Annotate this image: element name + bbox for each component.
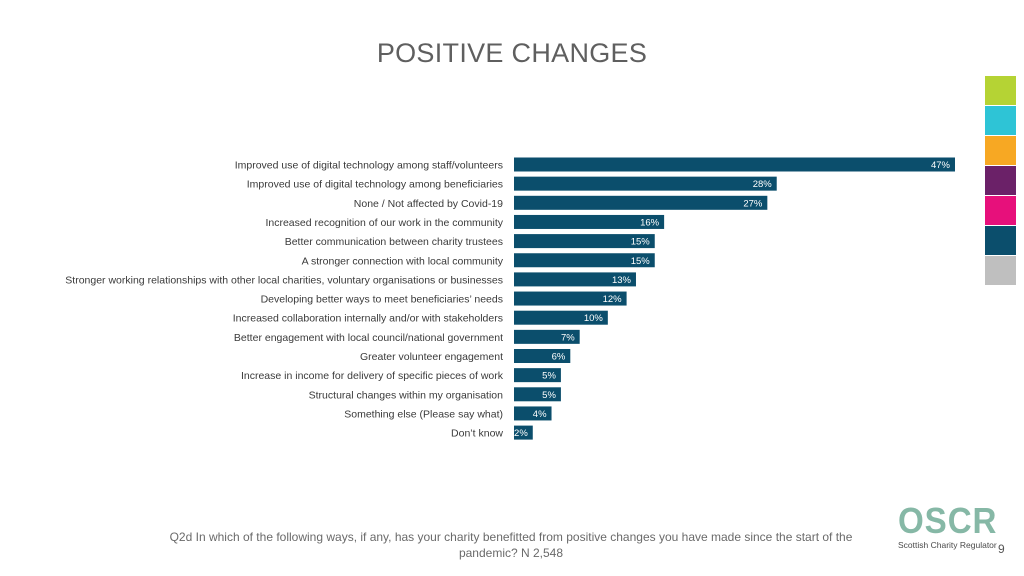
logo-mark: OSCR — [898, 500, 998, 541]
bar — [514, 291, 627, 306]
color-swatch — [985, 106, 1016, 135]
category-label: Stronger working relationships with othe… — [65, 274, 503, 286]
category-label: Something else (Please say what) — [344, 408, 503, 420]
color-swatch — [985, 256, 1016, 285]
category-label: Don’t know — [451, 428, 503, 440]
data-label: 15% — [631, 237, 651, 248]
category-label: Increase in income for delivery of speci… — [241, 370, 504, 382]
bar — [514, 176, 777, 191]
bar — [514, 406, 552, 421]
bar — [514, 234, 655, 249]
category-label: Structural changes within my organisatio… — [309, 389, 504, 401]
color-swatch-strip — [985, 76, 1016, 286]
category-label: Increased recognition of our work in the… — [265, 217, 503, 229]
category-label: Improved use of digital technology among… — [247, 179, 503, 191]
bar — [514, 387, 561, 402]
color-swatch — [985, 76, 1016, 105]
color-swatch — [985, 226, 1016, 255]
data-label: 15% — [631, 256, 651, 267]
page-title: POSITIVE CHANGES — [376, 38, 648, 68]
data-label: 13% — [612, 275, 632, 286]
color-swatch — [985, 136, 1016, 165]
bar — [514, 349, 571, 363]
data-label: 2% — [514, 428, 528, 439]
bar — [514, 195, 768, 210]
page-number: 9 — [998, 542, 1005, 556]
question-footnote: Q2d In which of the following ways, if a… — [169, 530, 853, 560]
bar — [514, 368, 561, 383]
data-label: 6% — [552, 352, 566, 363]
data-label: 47% — [931, 160, 951, 171]
category-label: Greater volunteer engagement — [360, 351, 503, 363]
color-swatch — [985, 196, 1016, 225]
bar — [514, 214, 665, 229]
data-label: 27% — [743, 198, 763, 209]
data-label: 12% — [603, 294, 623, 305]
bar — [514, 329, 580, 344]
bar — [514, 272, 636, 287]
category-label: None / Not affected by Covid-19 — [354, 198, 503, 210]
data-label: 16% — [640, 217, 660, 228]
data-label: 28% — [753, 179, 773, 190]
oscr-logo: OSCR Scottish Charity Regulator — [898, 500, 998, 551]
data-label: 7% — [561, 332, 575, 343]
bar — [514, 157, 955, 172]
category-label: Better communication between charity tru… — [285, 236, 503, 248]
category-label: Better engagement with local council/nat… — [234, 332, 503, 344]
category-label: Increased collaboration internally and/o… — [233, 313, 503, 325]
category-label: Developing better ways to meet beneficia… — [261, 294, 503, 306]
data-label: 5% — [542, 371, 556, 382]
category-label: A stronger connection with local communi… — [302, 255, 504, 267]
data-label: 5% — [542, 390, 556, 401]
category-label: Improved use of digital technology among… — [235, 160, 503, 172]
bar — [514, 253, 655, 268]
data-label: 10% — [584, 313, 604, 324]
color-swatch — [985, 166, 1016, 195]
bar — [514, 310, 608, 325]
data-label: 4% — [533, 409, 547, 420]
bar — [514, 425, 533, 440]
logo-tagline: Scottish Charity Regulator — [898, 540, 997, 550]
